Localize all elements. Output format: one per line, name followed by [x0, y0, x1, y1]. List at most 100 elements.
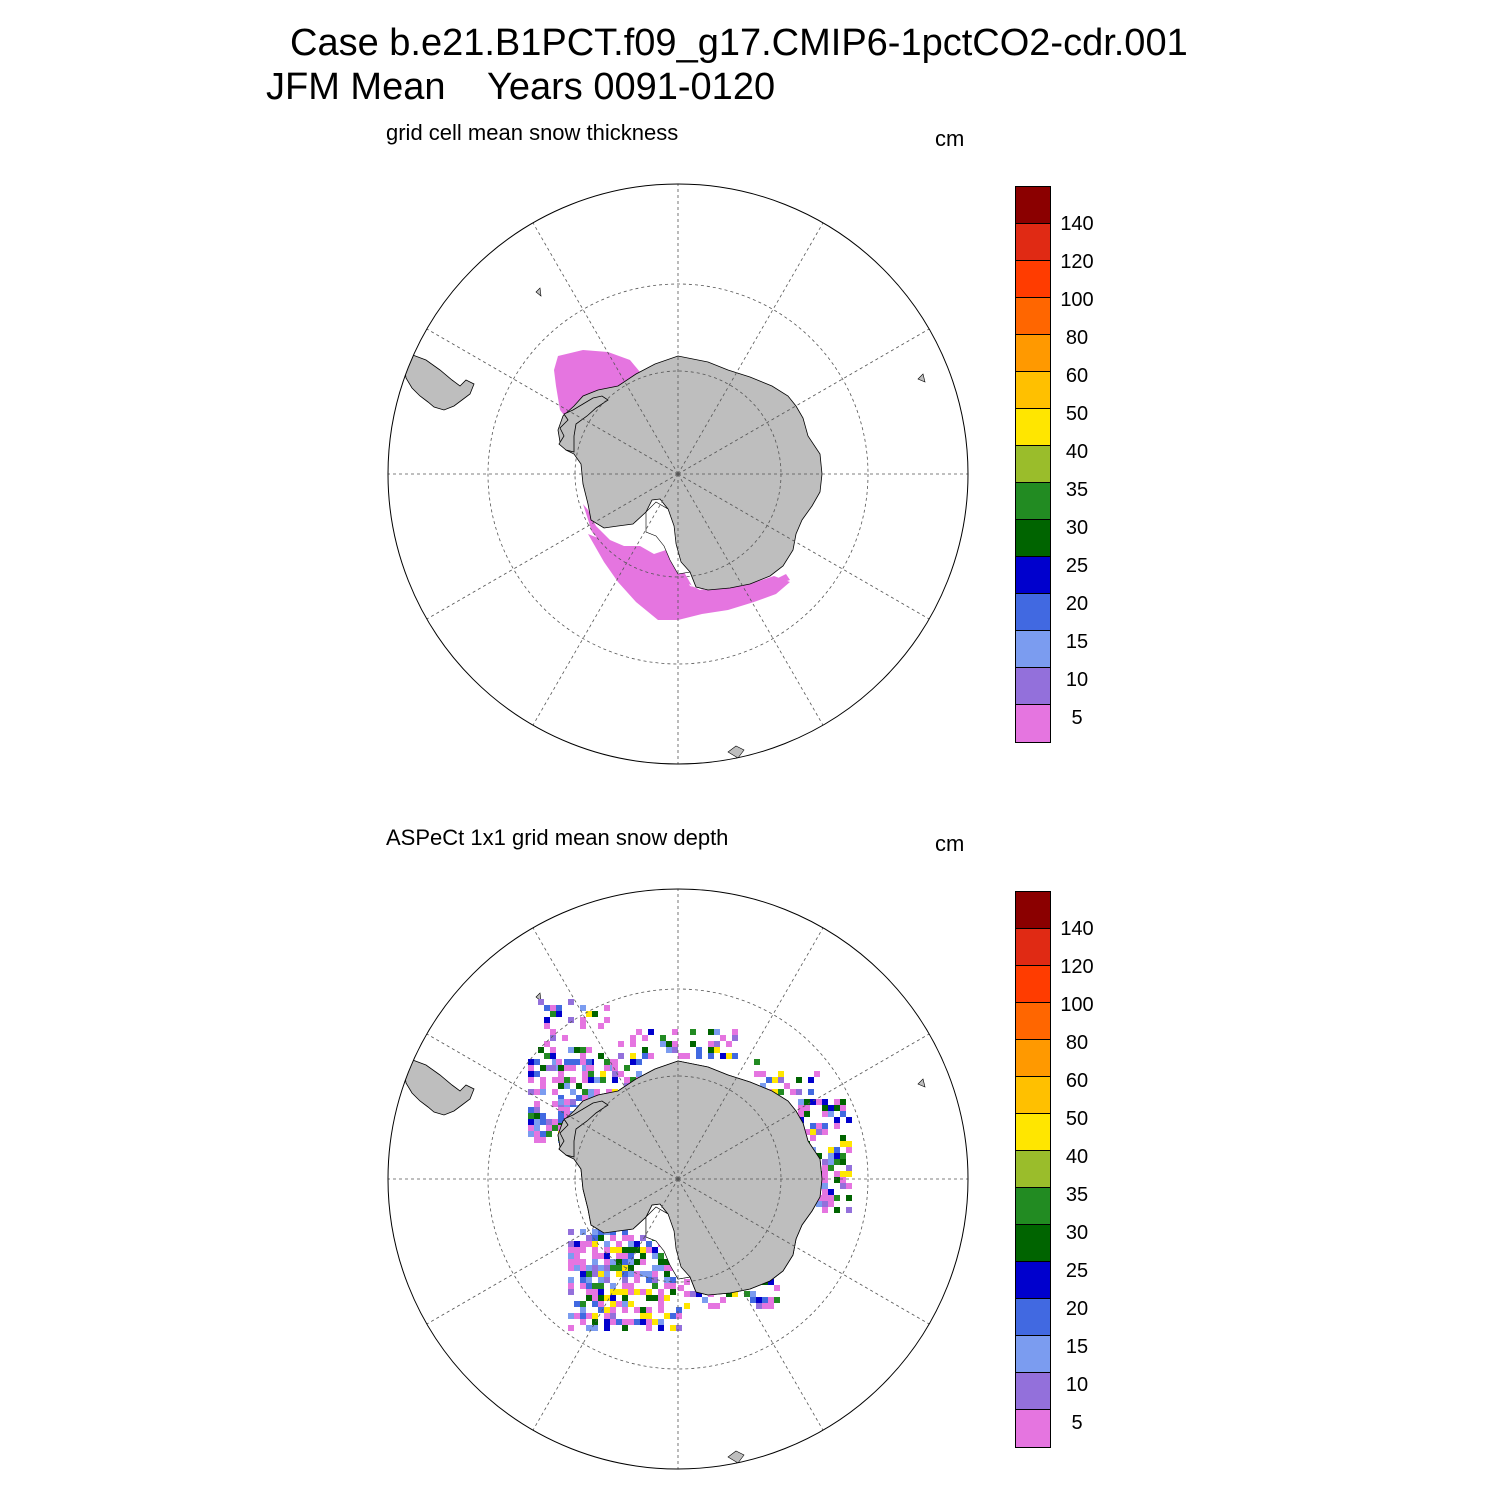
observation-cell	[666, 1047, 672, 1053]
observation-cell	[580, 1283, 586, 1289]
observation-cell	[658, 1301, 664, 1307]
colorbar-box	[1016, 1410, 1050, 1447]
observation-cell	[696, 1053, 702, 1059]
observation-cell	[822, 1099, 828, 1105]
colorbar-label: 140	[1060, 213, 1094, 235]
observation-cell	[580, 1277, 586, 1283]
observation-cell	[582, 1095, 588, 1101]
observation-cell	[834, 1123, 840, 1129]
observation-cell	[534, 1059, 540, 1065]
observation-cell	[558, 1083, 564, 1089]
observation-cell	[550, 1029, 556, 1035]
observation-cell	[822, 1129, 828, 1135]
observation-cell	[564, 1083, 570, 1089]
observation-cell	[582, 1089, 588, 1095]
observation-cell	[544, 1005, 550, 1011]
observation-cell	[612, 1065, 618, 1071]
meridian-line	[677, 1178, 930, 1325]
observation-cell	[834, 1195, 840, 1201]
colorbar-label: 35	[1065, 479, 1089, 501]
observation-cell	[684, 1053, 690, 1059]
observation-cell	[574, 1259, 580, 1265]
observation-cell	[598, 1277, 604, 1283]
observation-cell	[622, 1253, 628, 1259]
observation-cell	[646, 1271, 652, 1277]
meridian-line	[532, 222, 679, 475]
observation-cell	[834, 1159, 840, 1165]
observation-cell	[550, 1065, 556, 1071]
observation-cell	[664, 1283, 670, 1289]
observation-cell	[528, 1113, 534, 1119]
observation-cell	[610, 1259, 616, 1265]
observation-cell	[600, 1071, 606, 1077]
colorbar-label: 100	[1060, 289, 1094, 311]
observation-cell	[720, 1035, 726, 1041]
colorbar-box	[1016, 483, 1050, 520]
observation-cell	[732, 1029, 738, 1035]
observation-cell	[828, 1195, 834, 1201]
observation-cell	[640, 1313, 646, 1319]
observation-cell	[528, 1077, 534, 1083]
observation-cell	[574, 1253, 580, 1259]
observation-cell	[648, 1053, 654, 1059]
observation-cell	[580, 1023, 586, 1029]
colorbar-label: 30	[1065, 1222, 1089, 1244]
observation-cell	[808, 1077, 814, 1083]
observation-cell	[586, 1265, 592, 1271]
observation-cell	[612, 1077, 618, 1083]
snow-ross-amundsen-region	[583, 504, 790, 620]
observation-cell	[772, 1089, 778, 1095]
observation-cell	[744, 1291, 750, 1297]
observation-cell	[834, 1117, 840, 1123]
observation-cell	[580, 1313, 586, 1319]
colorbar-box	[1016, 594, 1050, 631]
colorbar-label: 25	[1065, 1260, 1089, 1282]
observation-cell	[732, 1291, 738, 1297]
observation-cell	[840, 1135, 846, 1141]
observation-cell	[552, 1101, 558, 1107]
observation-cell	[810, 1123, 816, 1129]
observation-cell	[846, 1165, 852, 1171]
observation-cell	[640, 1271, 646, 1277]
observation-cell	[540, 1137, 546, 1143]
observation-cell	[568, 1277, 574, 1283]
observation-cell	[814, 1071, 820, 1077]
observation-cell	[574, 1313, 580, 1319]
observation-cell	[624, 1065, 630, 1071]
observation-cell	[768, 1297, 774, 1303]
observation-cell	[534, 1119, 540, 1125]
observation-cell	[588, 1077, 594, 1083]
observation-cell	[774, 1297, 780, 1303]
observation-cell	[528, 1065, 534, 1071]
observation-cell	[586, 1271, 592, 1277]
observation-cell	[568, 1229, 574, 1235]
panel1-units: cm	[935, 126, 965, 151]
colorbar-box	[1016, 372, 1050, 409]
colorbar-box	[1016, 261, 1050, 298]
observation-cell	[558, 1117, 564, 1123]
observation-cell	[588, 1089, 594, 1095]
observation-cell	[586, 1289, 592, 1295]
observation-cell	[796, 1089, 802, 1095]
observation-cell	[556, 1005, 562, 1011]
antarctic-peninsula-overlay	[558, 1100, 609, 1158]
observation-cell	[592, 1241, 598, 1247]
observation-cell	[840, 1099, 846, 1105]
observation-cell	[634, 1289, 640, 1295]
observation-cell	[760, 1083, 766, 1089]
map-content	[403, 287, 926, 759]
observation-cell	[640, 1253, 646, 1259]
observation-cell	[622, 1235, 628, 1241]
observation-cell	[552, 1089, 558, 1095]
observation-cell	[604, 1259, 610, 1265]
observation-cell	[570, 1089, 576, 1095]
meridian-line	[426, 473, 679, 620]
observation-cell	[714, 1029, 720, 1035]
observation-cell	[652, 1253, 658, 1259]
observation-cell	[598, 1053, 604, 1059]
observation-cell	[580, 1017, 586, 1023]
observation-cell	[598, 1301, 604, 1307]
observation-cell	[592, 1235, 598, 1241]
observation-cell	[592, 1325, 598, 1331]
observation-cell	[580, 1247, 586, 1253]
